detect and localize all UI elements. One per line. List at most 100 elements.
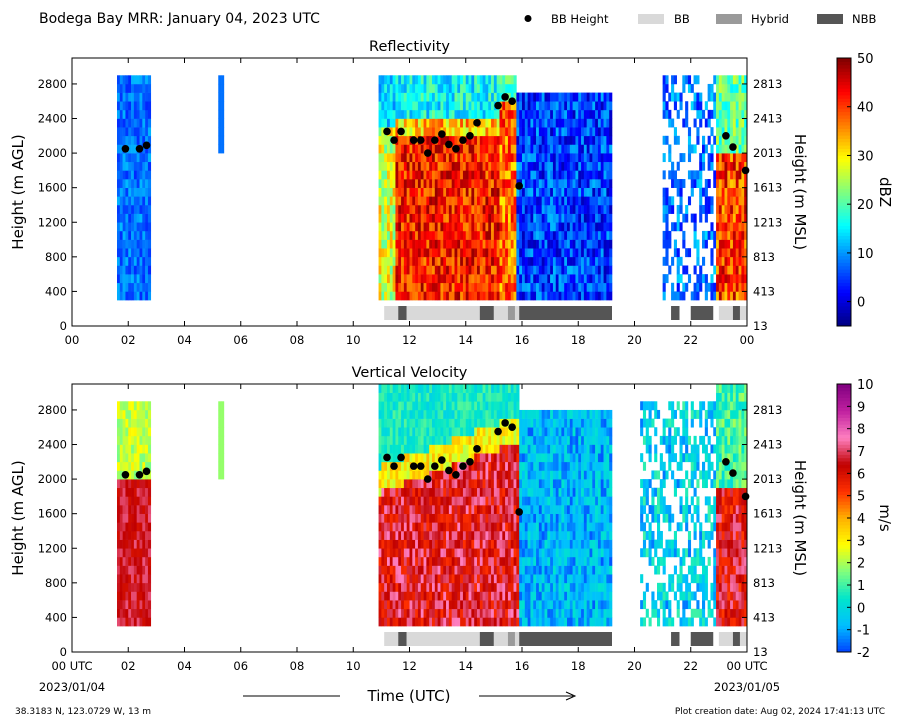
heatmap-cell (586, 196, 590, 206)
heatmap-cell (119, 548, 123, 558)
heatmap-cell (536, 265, 540, 275)
heatmap-cell (398, 513, 402, 523)
heatmap-cell (128, 522, 132, 532)
legend-bb-patch (638, 14, 664, 24)
heatmap-cell (131, 582, 135, 592)
heatmap-cell (434, 600, 438, 610)
heatmap-cell (460, 204, 464, 214)
heatmap-cell (471, 565, 475, 575)
heatmap-cell (471, 513, 475, 523)
heatmap-cell (462, 591, 467, 601)
heatmap-cell (716, 144, 720, 154)
heatmap-cell (142, 291, 146, 301)
heatmap-cell (468, 196, 472, 206)
heatmap-cell (505, 608, 509, 618)
heatmap-cell (395, 213, 399, 223)
heatmap-cell (381, 530, 385, 540)
heatmap-cell (454, 118, 458, 128)
heatmap-cell (662, 135, 666, 145)
heatmap-cell (136, 418, 140, 428)
heatmap-cell (451, 291, 455, 301)
heatmap-cell (381, 256, 385, 266)
heatmap-cell (482, 127, 486, 137)
heatmap-cell (668, 109, 672, 119)
heatmap-cell (426, 222, 430, 232)
bb-height-point (438, 130, 446, 138)
heatmap-cell (395, 230, 399, 240)
heatmap-cell (665, 83, 669, 93)
heatmap-cell (527, 617, 531, 627)
heatmap-cell (133, 522, 137, 532)
heatmap-cell (448, 187, 452, 197)
heatmap-cell (513, 617, 517, 627)
heatmap-cell (406, 513, 410, 523)
heatmap-cell (493, 435, 497, 445)
heatmap-cell (744, 265, 748, 275)
heatmap-cell (510, 179, 514, 188)
heatmap-cell (117, 505, 121, 514)
heatmap-cell (533, 187, 537, 197)
heatmap-cell (440, 92, 444, 102)
heatmap-cell (513, 418, 517, 428)
heatmap-cell (417, 291, 422, 301)
heatmap-cell (555, 127, 559, 137)
heatmap-cell (699, 170, 703, 180)
heatmap-cell (398, 153, 402, 163)
heatmap-cell (547, 92, 551, 102)
heatmap-cell (443, 384, 447, 393)
heatmap-cell (488, 427, 492, 437)
heatmap-cell (547, 239, 551, 249)
heatmap-cell (522, 496, 526, 506)
heatmap-cell (426, 565, 430, 575)
heatmap-cell (434, 170, 438, 180)
heatmap-cell (446, 127, 450, 137)
heatmap-cell (589, 265, 593, 275)
heatmap-cell (122, 608, 126, 618)
heatmap-cell (474, 461, 478, 471)
heatmap-cell (510, 461, 514, 471)
heatmap-cell (600, 92, 604, 102)
heatmap-cell (142, 187, 146, 197)
heatmap-cell (510, 101, 514, 111)
heatmap-cell (575, 274, 579, 284)
heatmap-cell (485, 92, 489, 102)
heatmap-cell (448, 435, 452, 445)
heatmap-cell (131, 222, 135, 232)
heatmap-cell (454, 265, 458, 275)
heatmap-cell (437, 539, 441, 549)
heatmap-cell (429, 282, 433, 292)
heatmap-cell (406, 101, 410, 111)
heatmap-cell (432, 118, 436, 128)
heatmap-cell (387, 265, 391, 275)
heatmap-cell (533, 239, 537, 249)
heatmap-cell (145, 75, 149, 85)
heatmap-cell (378, 161, 382, 171)
heatmap-cell (530, 118, 534, 128)
heatmap-cell (516, 118, 520, 128)
heatmap-cell (471, 608, 475, 618)
heatmap-cell (510, 556, 514, 566)
heatmap-cell (142, 248, 146, 258)
heatmap-cell (409, 435, 413, 445)
heatmap-cell (510, 409, 514, 419)
heatmap-cell (401, 256, 405, 266)
heatmap-cell (125, 487, 129, 497)
heatmap-cell (395, 556, 399, 566)
heatmap-cell (147, 539, 152, 549)
heatmap-cell (139, 230, 143, 240)
heatmap-cell (707, 179, 711, 188)
heatmap-cell (485, 144, 489, 154)
heatmap-cell (552, 153, 557, 163)
heatmap-cell (721, 282, 725, 292)
heatmap-cell (448, 556, 452, 566)
heatmap-cell (460, 75, 464, 85)
heatmap-cell (409, 144, 413, 154)
heatmap-cell (145, 444, 149, 454)
heatmap-cell (133, 427, 137, 437)
heatmap-cell (420, 427, 424, 437)
heatmap-cell (381, 153, 385, 163)
heatmap-cell (718, 204, 722, 214)
heatmap-cell (454, 617, 458, 627)
heatmap-cell (403, 427, 407, 437)
heatmap-cell (513, 582, 517, 592)
